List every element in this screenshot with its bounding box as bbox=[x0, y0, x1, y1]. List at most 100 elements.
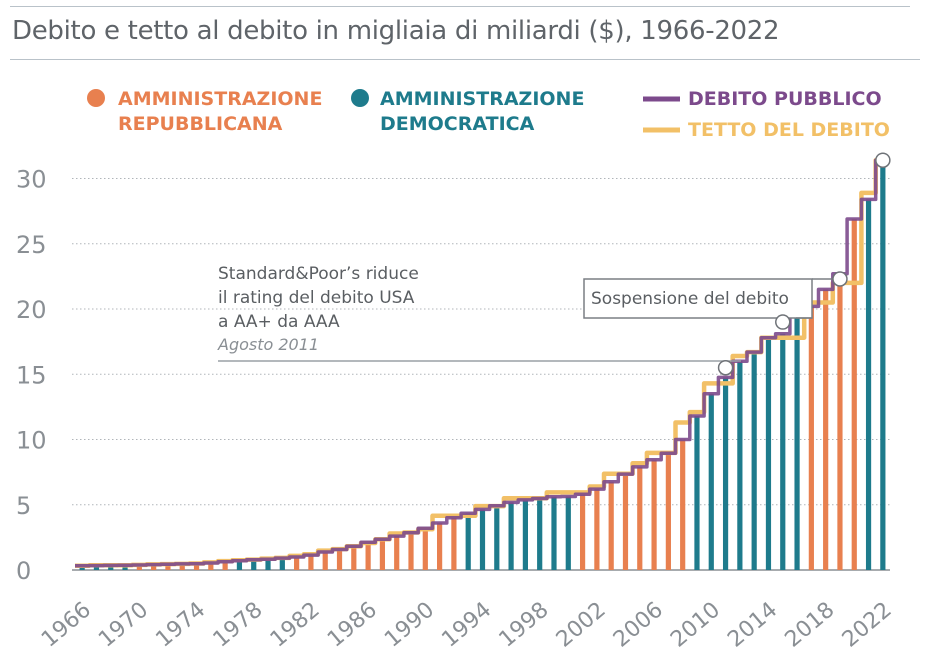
bar bbox=[265, 559, 271, 570]
x-tick-label: 1974 bbox=[151, 597, 210, 652]
bar bbox=[508, 502, 514, 570]
bar bbox=[751, 352, 757, 570]
bar bbox=[765, 337, 772, 570]
marker-point bbox=[717, 359, 734, 376]
bar bbox=[880, 160, 886, 571]
series-line-debt bbox=[75, 158, 890, 568]
bar bbox=[108, 565, 114, 570]
series-lines bbox=[75, 157, 890, 568]
x-tick-label: 1998 bbox=[495, 597, 554, 652]
bar bbox=[93, 565, 100, 570]
bar bbox=[551, 496, 557, 570]
annotation-sp-date: Agosto 2011 bbox=[217, 335, 319, 354]
bar bbox=[251, 559, 257, 570]
x-tick-label: 1990 bbox=[380, 597, 439, 652]
bar bbox=[322, 551, 328, 570]
bar bbox=[279, 558, 285, 570]
top-rule bbox=[10, 6, 910, 7]
bar bbox=[222, 561, 228, 570]
legend: AMMINISTRAZIONE REPUBBLICANA AMMINISTRAZ… bbox=[87, 88, 890, 141]
bar bbox=[637, 466, 643, 570]
bar bbox=[379, 539, 386, 570]
bar bbox=[537, 498, 543, 570]
bar bbox=[680, 439, 686, 570]
y-tick-label: 10 bbox=[16, 427, 47, 455]
bar bbox=[737, 361, 743, 570]
x-tick-label: 2018 bbox=[781, 597, 840, 652]
marker-point bbox=[875, 152, 891, 168]
x-tick-label: 2006 bbox=[609, 597, 668, 652]
bar bbox=[722, 377, 729, 570]
legend-republican-dot bbox=[87, 89, 105, 107]
x-tick-label: 2002 bbox=[552, 597, 611, 652]
bar bbox=[865, 199, 872, 570]
y-tick-label: 30 bbox=[16, 166, 47, 194]
bar bbox=[165, 564, 171, 570]
x-tick-label: 1966 bbox=[37, 597, 96, 652]
y-axis: 0 5 10 15 20 25 30 bbox=[16, 166, 47, 586]
bar bbox=[794, 315, 800, 570]
x-tick-label: 1994 bbox=[437, 597, 496, 652]
bar bbox=[394, 536, 400, 570]
bar bbox=[294, 556, 300, 570]
annotation-sp-line1: Standard&Poor’s riduce bbox=[218, 264, 419, 284]
bar bbox=[451, 517, 457, 570]
legend-republican-label-1: AMMINISTRAZIONE bbox=[118, 88, 322, 110]
bar bbox=[208, 562, 214, 570]
bar bbox=[780, 333, 786, 570]
y-tick-label: 5 bbox=[16, 492, 31, 520]
x-tick-label: 1978 bbox=[209, 597, 268, 652]
annotation-sp-line2: il rating del debito USA bbox=[218, 288, 415, 308]
bar bbox=[351, 546, 357, 570]
annotation-suspension-box bbox=[583, 278, 813, 319]
bar bbox=[179, 563, 185, 570]
x-tick-label: 1982 bbox=[266, 597, 325, 652]
bar bbox=[651, 459, 657, 570]
bar bbox=[522, 499, 528, 570]
annotation-suspension-label: Sospensione del debito bbox=[591, 289, 789, 309]
bar bbox=[851, 218, 857, 570]
bar bbox=[823, 289, 829, 570]
marker-point bbox=[832, 271, 848, 287]
marker-point bbox=[775, 314, 791, 330]
legend-ceiling-label: TETTO DEL DEBITO bbox=[688, 119, 890, 141]
bar bbox=[437, 523, 443, 570]
x-tick-label: 1970 bbox=[94, 597, 153, 652]
annotation-suspension: Sospensione del debito bbox=[583, 278, 845, 319]
y-tick-label: 15 bbox=[16, 361, 47, 389]
bar bbox=[408, 532, 414, 570]
chart-title: Debito e tetto al debito in migliaia di … bbox=[12, 16, 780, 46]
x-tick-label: 2014 bbox=[723, 597, 782, 652]
bar bbox=[308, 555, 314, 570]
annotation-sp: Standard&Poor’s riduce il rating del deb… bbox=[217, 264, 741, 362]
bar bbox=[565, 496, 571, 570]
bar bbox=[594, 489, 600, 570]
bar bbox=[479, 509, 486, 570]
bar bbox=[136, 565, 142, 570]
bar bbox=[122, 565, 128, 570]
legend-democratic-label-1: AMMINISTRAZIONE bbox=[380, 88, 584, 110]
bar bbox=[422, 528, 428, 570]
bar bbox=[494, 505, 500, 570]
legend-debt-label: DEBITO PUBBLICO bbox=[688, 88, 882, 110]
bars bbox=[79, 160, 886, 571]
bar bbox=[665, 453, 671, 570]
bar bbox=[465, 513, 471, 570]
y-tick-label: 25 bbox=[16, 231, 47, 259]
bar bbox=[579, 494, 586, 570]
legend-democratic-dot bbox=[351, 89, 369, 107]
bar bbox=[608, 481, 614, 570]
bar bbox=[365, 542, 371, 570]
bar bbox=[808, 306, 814, 570]
annotation-sp-line3: a AA+ da AAA bbox=[218, 312, 340, 332]
bar bbox=[694, 416, 700, 570]
x-tick-label: 2022 bbox=[838, 597, 897, 652]
bar bbox=[336, 549, 343, 570]
legend-democratic-label-2: DEMOCRATICA bbox=[380, 113, 535, 135]
bar bbox=[236, 560, 243, 570]
x-axis: 1966197019741978198219861990199419982002… bbox=[37, 597, 897, 652]
legend-republican-label-2: REPUBBLICANA bbox=[118, 113, 283, 135]
x-tick-label: 1986 bbox=[323, 597, 382, 652]
y-tick-label: 0 bbox=[16, 557, 31, 585]
bar bbox=[837, 273, 843, 570]
